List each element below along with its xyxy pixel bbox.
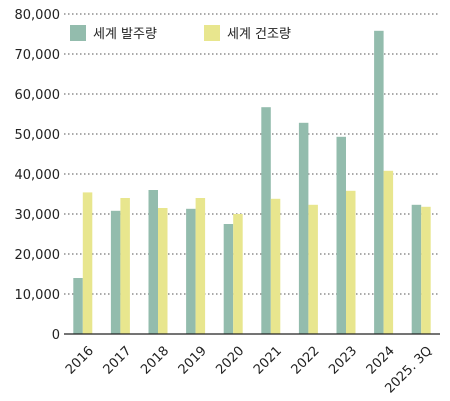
legend-label-deliveries: 세계 건조량 <box>227 27 291 42</box>
bar-orders-2019 <box>186 208 196 334</box>
bar-deliveries-2023 <box>346 190 356 334</box>
y-axis-tick-labels: 0 10,000 20,000 30,000 40,000 50,000 60,000 70,… <box>15 8 61 343</box>
x-axis-tick-labels: 2016 2017 2018 2019 2020 2021 2022 2023 20242025… <box>63 344 435 397</box>
y-tick-label: 20,000 <box>15 248 61 263</box>
x-tick-label: 2024 <box>364 344 398 378</box>
y-tick-label: 60,000 <box>15 88 61 103</box>
x-tick-label: 2020 <box>213 344 247 378</box>
bar-deliveries-2019 <box>195 198 206 334</box>
bar-deliveries-20253Q <box>421 206 431 334</box>
bar-orders-2021 <box>261 107 271 334</box>
y-tick-label: 0 <box>52 328 60 343</box>
bar-orders-2022 <box>298 122 309 334</box>
bar-deliveries-2021 <box>270 198 281 334</box>
bar-orders-2023 <box>336 136 346 334</box>
bar-orders-2024 <box>374 30 384 335</box>
bar-deliveries-2017 <box>120 198 130 334</box>
y-tick-label: 10,000 <box>15 288 61 303</box>
x-tick-label: 2021 <box>251 344 285 378</box>
legend-label-orders: 세계 발주량 <box>93 27 157 42</box>
bar-orders-20253Q <box>411 204 422 334</box>
bar-orders-2018 <box>148 190 158 334</box>
x-tick-label: 2017 <box>101 344 135 378</box>
legend-swatch-orders <box>70 25 86 41</box>
legend: 세계 발주량 세계 건조량 <box>70 25 291 42</box>
bar-orders-2020 <box>223 224 234 334</box>
x-tick-label: 2016 <box>63 344 97 378</box>
x-tick-label: 2023 <box>326 344 360 378</box>
bar-deliveries-2018 <box>158 208 168 334</box>
bar-deliveries-2020 <box>233 214 243 334</box>
bar-deliveries-2022 <box>308 204 318 334</box>
legend-swatch-deliveries <box>204 25 220 41</box>
x-tick-label: 2018 <box>138 344 172 378</box>
bar-deliveries-2024 <box>383 170 394 334</box>
y-tick-label: 70,000 <box>15 48 61 63</box>
y-tick-label: 80,000 <box>15 8 61 23</box>
bar-orders-2016 <box>73 278 83 334</box>
y-tick-label: 40,000 <box>15 168 61 183</box>
bar-deliveries-2016 <box>82 192 93 334</box>
x-tick-label: 2022 <box>289 344 323 378</box>
x-tick-label: 2019 <box>176 344 210 378</box>
bars <box>73 30 431 335</box>
y-tick-label: 30,000 <box>15 208 61 223</box>
y-tick-label: 50,000 <box>15 128 61 143</box>
bar-orders-2017 <box>110 210 121 334</box>
